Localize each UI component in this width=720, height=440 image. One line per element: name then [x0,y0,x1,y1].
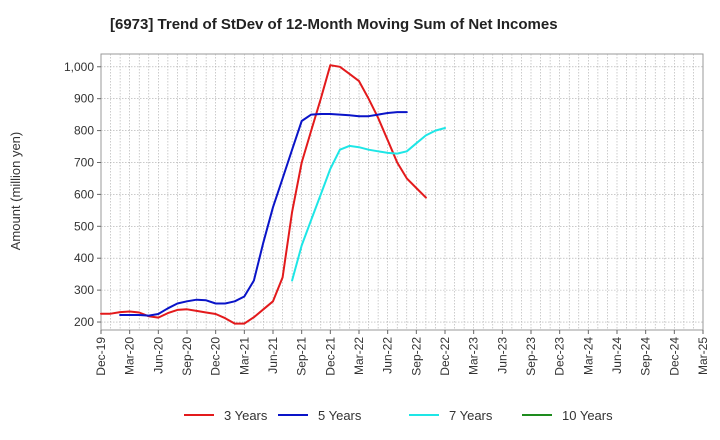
x-tick-label: Jun-24 [610,337,624,374]
x-tick-label: Sep-22 [409,337,423,376]
x-tick-label: Jun-20 [151,337,165,374]
x-tick-label: Mar-20 [123,337,137,375]
legend: 3 Years 5 Years 7 Years 10 Years [184,408,613,423]
x-tick-label: Dec-24 [667,337,681,376]
x-tick-label: Dec-20 [209,337,223,376]
series-line-3-years [100,64,427,325]
y-axis: 200 300 400 500 600 700 800 900 1,000 [64,60,101,329]
y-tick-label: 900 [74,92,94,106]
y-axis-label: Amount (million yen) [8,132,23,251]
x-tick-label: Mar-23 [467,337,481,375]
series-line-7-years [291,127,446,282]
legend-label-10-years: 10 Years [562,408,613,423]
x-axis: Dec-19 Mar-20 Jun-20 Sep-20 Dec-20 Mar-21 Jun-… [94,330,710,376]
y-tick-label: 700 [74,155,94,169]
y-tick-label: 1,000 [64,60,94,74]
x-tick-label: Sep-21 [295,337,309,376]
x-tick-label: Jun-21 [266,337,280,374]
series-line-5-years [119,111,408,317]
legend-label-3-years: 3 Years [224,408,268,423]
plot-area [100,53,704,331]
x-tick-label: Jun-23 [495,337,509,374]
x-tick-label: Sep-24 [639,337,653,376]
x-tick-label: Mar-22 [352,337,366,375]
legend-label-7-years: 7 Years [449,408,493,423]
x-tick-label: Mar-24 [581,337,595,375]
x-tick-label: Dec-23 [553,337,567,376]
x-tick-label: Mar-25 [696,337,710,375]
y-tick-label: 200 [74,315,94,329]
legend-label-5-years: 5 Years [318,408,362,423]
y-tick-label: 400 [74,251,94,265]
series-group [100,64,446,325]
y-tick-label: 300 [74,283,94,297]
y-tick-label: 500 [74,219,94,233]
x-tick-label: Jun-22 [381,337,395,374]
x-tick-label: Mar-21 [237,337,251,375]
x-tick-label: Sep-20 [180,337,194,376]
x-tick-label: Dec-22 [438,337,452,376]
grid [101,54,703,330]
x-tick-label: Dec-21 [323,337,337,376]
plot-frame [100,53,704,331]
x-tick-label: Dec-19 [94,337,108,376]
y-tick-label: 600 [74,187,94,201]
y-tick-label: 800 [74,124,94,138]
chart-title: [6973] Trend of StDev of 12-Month Moving… [110,16,558,33]
x-tick-label: Sep-23 [524,337,538,376]
